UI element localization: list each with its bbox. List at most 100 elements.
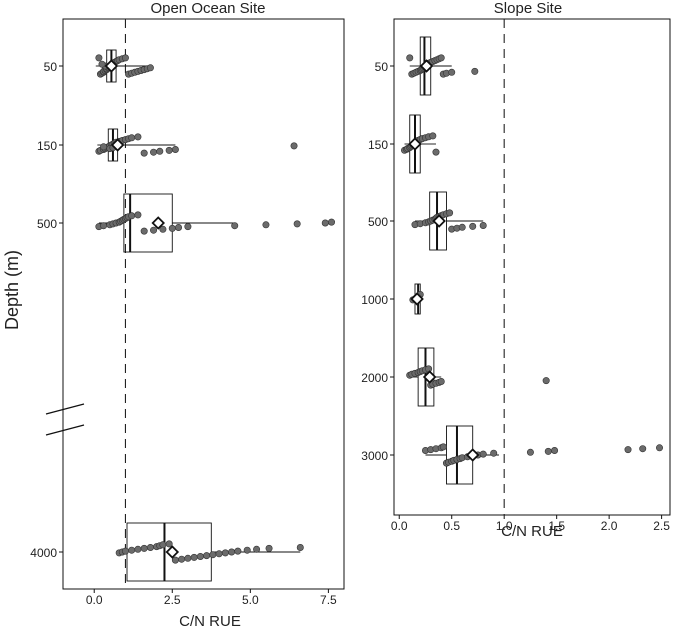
data-point [140, 149, 148, 157]
data-point [542, 377, 550, 385]
slope-site-xtick-label: 2.5 [653, 519, 670, 533]
mean-marker [465, 448, 480, 462]
data-point [171, 146, 179, 154]
box [123, 193, 173, 253]
y-axis-label: Depth (m) [2, 250, 22, 330]
data-point [551, 446, 559, 454]
slope-site-ytick-label: 3000 [361, 449, 388, 463]
data-point [624, 446, 632, 454]
data-point [544, 447, 552, 455]
open-ocean-group-150 [95, 128, 298, 162]
mean-marker [151, 216, 166, 230]
open-ocean-xtick-label: 7.5 [320, 593, 337, 607]
data-point [159, 541, 167, 549]
open-ocean-ytick-label: 4000 [30, 546, 57, 560]
data-point [526, 448, 534, 456]
data-point [134, 545, 142, 553]
data-point [190, 553, 198, 561]
slope-site-group-1000 [409, 283, 424, 315]
open-ocean-ytick-label: 150 [37, 139, 57, 153]
slope-site-ytick-label: 1000 [361, 293, 388, 307]
data-point [168, 224, 176, 232]
slope-site-panel: Slope Site C/N RUE 0.0 0.5 1.0 1.5 2.0 2.5 50 1… [361, 0, 671, 540]
data-point [262, 221, 270, 229]
mean-marker [432, 214, 446, 228]
data-point [656, 444, 664, 452]
open-ocean-group-500 [95, 193, 336, 253]
data-point [253, 545, 261, 553]
slope-site-ytick-label: 150 [368, 138, 388, 152]
open-ocean-xtick-label: 0.0 [86, 593, 103, 607]
data-point [479, 450, 487, 458]
slope-site-xtick-label: 0.0 [391, 519, 408, 533]
open-ocean-group-50 [95, 49, 154, 83]
data-point [95, 54, 103, 62]
open-ocean-group-4000 [115, 522, 304, 582]
data-point [215, 550, 223, 558]
slope-site-group-150 [400, 114, 440, 174]
data-point [178, 555, 186, 563]
data-point [221, 549, 229, 557]
data-point [328, 218, 336, 226]
data-point [231, 222, 239, 230]
mean-marker [410, 292, 424, 306]
open-ocean-xlabel: C/N RUE [179, 613, 241, 629]
mean-marker [104, 59, 119, 73]
open-ocean-ytick-label: 500 [37, 217, 57, 231]
data-point [159, 225, 167, 233]
mean-marker [408, 137, 422, 151]
data-point [146, 64, 154, 72]
data-point [156, 147, 164, 155]
data-point [437, 377, 445, 385]
data-point [429, 132, 437, 140]
slope-site-xtick-label: 2.0 [601, 519, 618, 533]
data-point [209, 551, 217, 559]
data-point [469, 222, 477, 230]
data-point [406, 54, 414, 62]
open-ocean-frame [62, 18, 345, 590]
data-point [121, 547, 129, 555]
slope-site-group-50 [406, 36, 479, 96]
data-point [175, 224, 183, 232]
mean-marker [422, 370, 437, 384]
slope-site-ytick-label: 2000 [361, 371, 388, 385]
data-point [184, 223, 192, 231]
data-point [490, 449, 498, 457]
data-point [196, 552, 204, 560]
data-point [293, 220, 301, 228]
data-point [128, 546, 136, 554]
open-ocean-xtick-label: 2.5 [164, 593, 181, 607]
data-point [134, 211, 142, 219]
data-point [140, 227, 148, 235]
data-point [439, 443, 447, 451]
data-point [165, 146, 173, 154]
axis-break-marker [45, 403, 85, 436]
data-point [203, 552, 211, 560]
data-point [234, 547, 242, 555]
slope-site-xlabel: C/N RUE [501, 523, 563, 540]
slope-site-xtick-label: 0.5 [443, 519, 460, 533]
slope-site-group-500 [411, 191, 487, 251]
data-point [448, 68, 456, 76]
data-point [471, 67, 479, 75]
mean-marker [165, 545, 180, 559]
slope-site-xtick-label: 1.5 [548, 519, 565, 533]
data-point [150, 148, 158, 156]
data-point [228, 548, 236, 556]
slope-site-ytick-label: 50 [375, 60, 389, 74]
data-point [446, 209, 454, 217]
data-point [134, 133, 142, 141]
mean-marker [419, 59, 434, 73]
data-point [321, 219, 329, 227]
slope-site-ytick-label: 500 [368, 215, 388, 229]
data-point [458, 223, 466, 231]
slope-site-title: Slope Site [494, 0, 562, 17]
data-point [165, 540, 173, 548]
data-point [100, 143, 108, 151]
data-point [146, 543, 154, 551]
data-point [432, 148, 440, 156]
data-point [140, 544, 148, 552]
data-point [296, 543, 304, 551]
data-point [128, 212, 136, 220]
